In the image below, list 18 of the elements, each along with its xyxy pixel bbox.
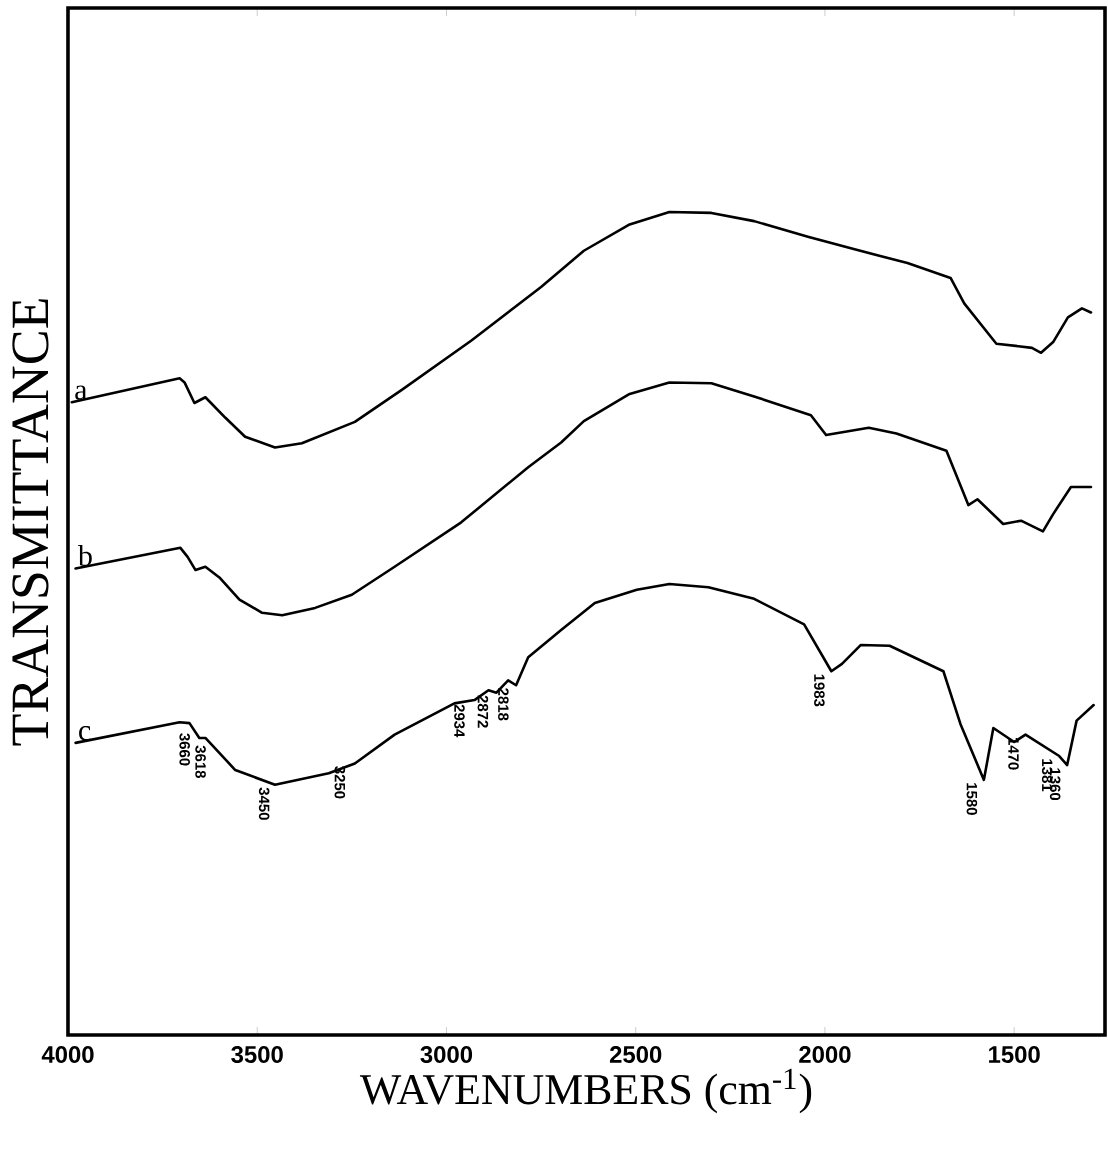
annotation: 3618: [195, 745, 206, 779]
x-tick-label: 2000: [799, 1046, 851, 1063]
annotation: 1983: [814, 674, 825, 707]
x-tick-label: 2500: [609, 1046, 662, 1063]
x-tick-label: 3000: [420, 1046, 473, 1064]
y-axis-title: TRANSMITTANCE: [12, 299, 49, 746]
annotation: 1580: [966, 783, 978, 815]
series-label: b: [77, 544, 92, 566]
annotation: 2872: [477, 695, 489, 728]
annotation: 3450: [258, 787, 270, 820]
x-tick-label: 3500: [231, 1046, 283, 1064]
x-axis-title: WAVENUMBERS (cm$^{-1}$): [359, 1068, 812, 1114]
annotation: 2818: [498, 688, 509, 721]
annotation: 3250: [334, 766, 346, 799]
annotation: 2934: [454, 704, 465, 738]
x-tick-label: 1500: [989, 1046, 1040, 1063]
x-tick-label: 4000: [41, 1046, 94, 1063]
annotation: 3660: [179, 733, 190, 766]
